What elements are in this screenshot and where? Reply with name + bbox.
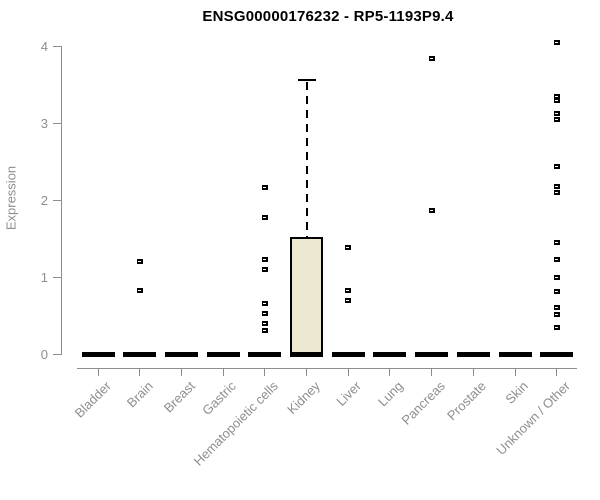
median-bar (123, 351, 157, 357)
y-axis-tick (53, 277, 61, 278)
outlier-point (345, 245, 352, 251)
x-axis-tick (347, 368, 349, 376)
y-axis-tick (53, 354, 61, 355)
outlier-point (345, 287, 352, 293)
outlier-point (136, 287, 143, 293)
y-axis-label: Expression (3, 165, 19, 231)
outlier-point (553, 305, 560, 311)
x-axis-tick (222, 368, 224, 376)
x-axis-tick (556, 368, 558, 376)
outlier-point (261, 256, 268, 262)
outlier-point (261, 266, 268, 272)
x-axis-tick (514, 368, 516, 376)
median-bar (415, 351, 449, 357)
outlier-point (261, 320, 268, 326)
y-axis-tick (53, 46, 61, 47)
y-axis-tick-label: 0 (40, 347, 48, 362)
chart-title: ENSG00000176232 - RP5-1193P9.4 (202, 8, 454, 25)
median-bar (81, 351, 115, 357)
outlier-point (261, 327, 268, 333)
y-axis-tick (53, 123, 61, 124)
outlier-point (553, 325, 560, 331)
y-axis-tick-label: 2 (40, 193, 48, 208)
x-axis-line (77, 368, 578, 369)
outlier-point (553, 256, 560, 262)
x-axis-tick (472, 368, 474, 376)
outlier-point (428, 55, 435, 61)
outlier-point (553, 164, 560, 170)
outlier-point (136, 259, 143, 265)
outlier-point (553, 117, 560, 123)
outlier-point (261, 301, 268, 307)
outlier-point (553, 40, 560, 46)
outlier-point (553, 183, 560, 189)
outlier-point (428, 207, 435, 213)
outlier-point (345, 297, 352, 303)
outlier-point (261, 185, 268, 191)
outlier-point (553, 275, 560, 281)
y-axis-tick (53, 200, 61, 201)
outlier-point (553, 312, 560, 318)
x-axis-tick (139, 368, 141, 376)
outlier-point (553, 98, 560, 104)
whisker-line (305, 81, 308, 237)
y-axis-tick-label: 3 (40, 116, 48, 131)
outlier-point (553, 239, 560, 245)
y-axis-tick-label: 4 (40, 39, 48, 54)
box-body (290, 236, 324, 356)
y-axis-line (61, 46, 62, 355)
y-axis-tick-label: 1 (40, 270, 48, 285)
median-bar (498, 351, 532, 357)
x-axis-tick (389, 368, 391, 376)
median-bar (290, 351, 324, 357)
outlier-point (261, 215, 268, 221)
outlier-point (553, 111, 560, 117)
median-bar (331, 351, 365, 357)
median-bar (540, 351, 574, 357)
outlier-point (553, 93, 560, 99)
outlier-point (553, 289, 560, 295)
x-axis-tick (97, 368, 99, 376)
median-bar (456, 351, 490, 357)
median-bar (206, 351, 240, 357)
x-axis-tick (181, 368, 183, 376)
x-axis-tick (431, 368, 433, 376)
whisker-cap (297, 78, 316, 81)
outlier-point (553, 189, 560, 195)
x-axis-tick (306, 368, 308, 376)
median-bar (248, 351, 282, 357)
median-bar (373, 351, 407, 357)
outlier-point (261, 311, 268, 317)
x-axis-tick (264, 368, 266, 376)
median-bar (165, 351, 199, 357)
